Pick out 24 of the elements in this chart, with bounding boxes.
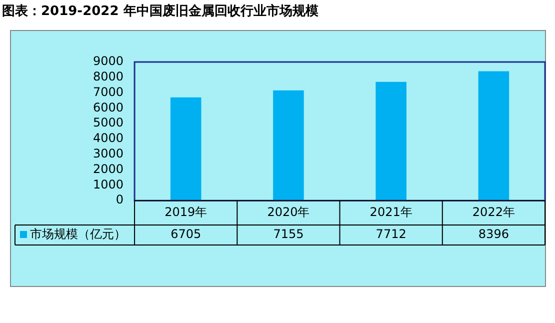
data-label: 7155 [273, 227, 304, 242]
y-tick-label: 3000 [92, 146, 124, 161]
data-label: 7712 [376, 227, 406, 242]
bar [478, 71, 510, 201]
y-tick-label: 6000 [92, 100, 124, 114]
y-tick-label: 7000 [92, 84, 124, 99]
bar [170, 97, 202, 201]
x-tick-label: 2021年 [370, 204, 412, 219]
y-tick-label: 9000 [92, 54, 124, 68]
y-tick-label: 5000 [92, 116, 124, 130]
legend-label: 市场规模（亿元） [30, 227, 126, 242]
x-tick-label: 2020年 [267, 204, 310, 219]
y-tick-label: 4000 [92, 131, 124, 146]
data-label: 6705 [170, 227, 202, 242]
y-tick-label: 0 [116, 192, 124, 207]
bar [376, 82, 406, 201]
x-tick-label: 2019年 [164, 204, 208, 219]
y-tick-label: 8000 [92, 70, 124, 84]
x-tick-label: 2022年 [472, 204, 515, 219]
data-label: 8396 [478, 227, 509, 242]
y-tick-label: 2000 [92, 162, 124, 176]
chart-title: 图表：2019-2022 年中国废旧金属回收行业市场规模 [2, 2, 318, 20]
y-tick-label: 1000 [92, 177, 124, 192]
bar [273, 90, 304, 201]
